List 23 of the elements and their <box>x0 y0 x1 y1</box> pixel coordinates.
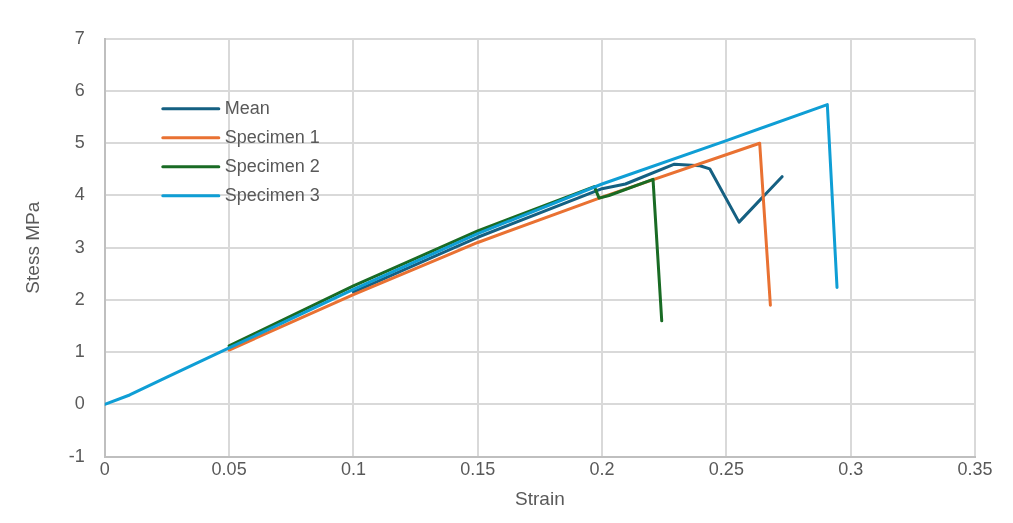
x-tick-label: 0 <box>99 459 110 480</box>
x-tick-label: 0.3 <box>838 459 864 480</box>
x-tick-label: 0.15 <box>460 459 496 480</box>
x-tick-label: 0.25 <box>708 459 744 480</box>
y-tick-label: 2 <box>74 288 85 309</box>
y-axis-title: Stess MPa <box>21 201 43 294</box>
x-tick-label: 0.2 <box>589 459 615 480</box>
legend-label: Specimen 1 <box>224 126 320 147</box>
x-tick-label: 0.35 <box>957 459 993 480</box>
x-tick-label: 0.1 <box>340 459 366 480</box>
x-tick-label: 0.05 <box>211 459 247 480</box>
x-axis-title: Strain <box>515 487 565 509</box>
y-tick-label: -1 <box>68 445 85 466</box>
legend-label: Specimen 3 <box>224 184 320 205</box>
y-tick-label: 3 <box>74 236 85 257</box>
y-tick-label: 0 <box>74 393 85 414</box>
y-tick-label: 6 <box>74 79 85 100</box>
y-tick-label: 1 <box>74 341 85 362</box>
legend-label: Mean <box>224 97 270 118</box>
y-tick-label: 7 <box>74 27 85 48</box>
legend-label: Specimen 2 <box>224 155 320 176</box>
y-tick-label: 5 <box>74 132 85 153</box>
y-tick-label: 4 <box>74 184 85 205</box>
